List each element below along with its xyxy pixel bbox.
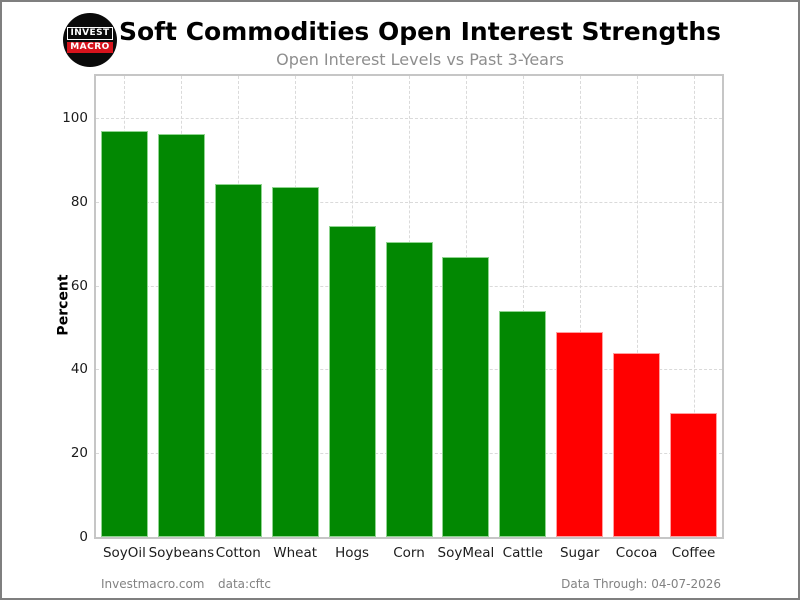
x-tick-label: Hogs bbox=[335, 545, 370, 561]
x-tick-label: SoyMeal bbox=[437, 545, 495, 561]
x-tick-label: Cattle bbox=[502, 545, 543, 561]
bar-coffee bbox=[670, 413, 718, 537]
gridline-vertical bbox=[579, 76, 581, 537]
gridline-vertical bbox=[522, 76, 524, 537]
gridline-vertical bbox=[636, 76, 638, 537]
chart-title: Soft Commodities Open Interest Strengths bbox=[118, 17, 722, 46]
bar-corn bbox=[385, 241, 433, 537]
bar-soymeal bbox=[442, 256, 490, 537]
chart-subtitle: Open Interest Levels vs Past 3-Years bbox=[276, 50, 564, 69]
x-tick-label: Soybeans bbox=[148, 545, 215, 561]
logo-macro-text: MACRO bbox=[67, 42, 113, 53]
gridline-vertical bbox=[693, 76, 695, 537]
y-tick-label: 100 bbox=[62, 109, 88, 126]
footer-source: data:cftc bbox=[218, 577, 271, 591]
x-tick-label: Wheat bbox=[273, 545, 318, 561]
footer-data-through: Data Through: 04-07-2026 bbox=[561, 577, 721, 591]
plot-area bbox=[94, 74, 724, 539]
bar-cattle bbox=[499, 311, 547, 537]
investmacro-logo: INVEST MACRO bbox=[63, 13, 117, 67]
x-tick-label: Cocoa bbox=[615, 545, 658, 561]
x-tick-label: Cotton bbox=[215, 545, 261, 561]
y-tick-label: 20 bbox=[70, 445, 88, 462]
x-tick-label: Coffee bbox=[671, 545, 716, 561]
y-tick-label: 40 bbox=[70, 361, 88, 378]
bar-cocoa bbox=[613, 353, 661, 537]
bar-hogs bbox=[328, 226, 376, 537]
bar-soyoil bbox=[100, 130, 148, 537]
footer-site: Investmacro.com bbox=[101, 577, 205, 591]
y-tick-label: 0 bbox=[79, 529, 88, 545]
x-tick-label: Sugar bbox=[559, 545, 600, 561]
y-tick-label: 80 bbox=[70, 193, 88, 210]
bar-cotton bbox=[214, 183, 262, 537]
y-tick-label: 60 bbox=[70, 277, 88, 294]
x-tick-label: Corn bbox=[393, 545, 425, 561]
logo-invest-text: INVEST bbox=[67, 27, 113, 40]
x-tick-label: SoyOil bbox=[102, 545, 146, 561]
bar-wheat bbox=[271, 187, 319, 537]
bar-sugar bbox=[556, 332, 604, 537]
bar-soybeans bbox=[157, 134, 205, 537]
